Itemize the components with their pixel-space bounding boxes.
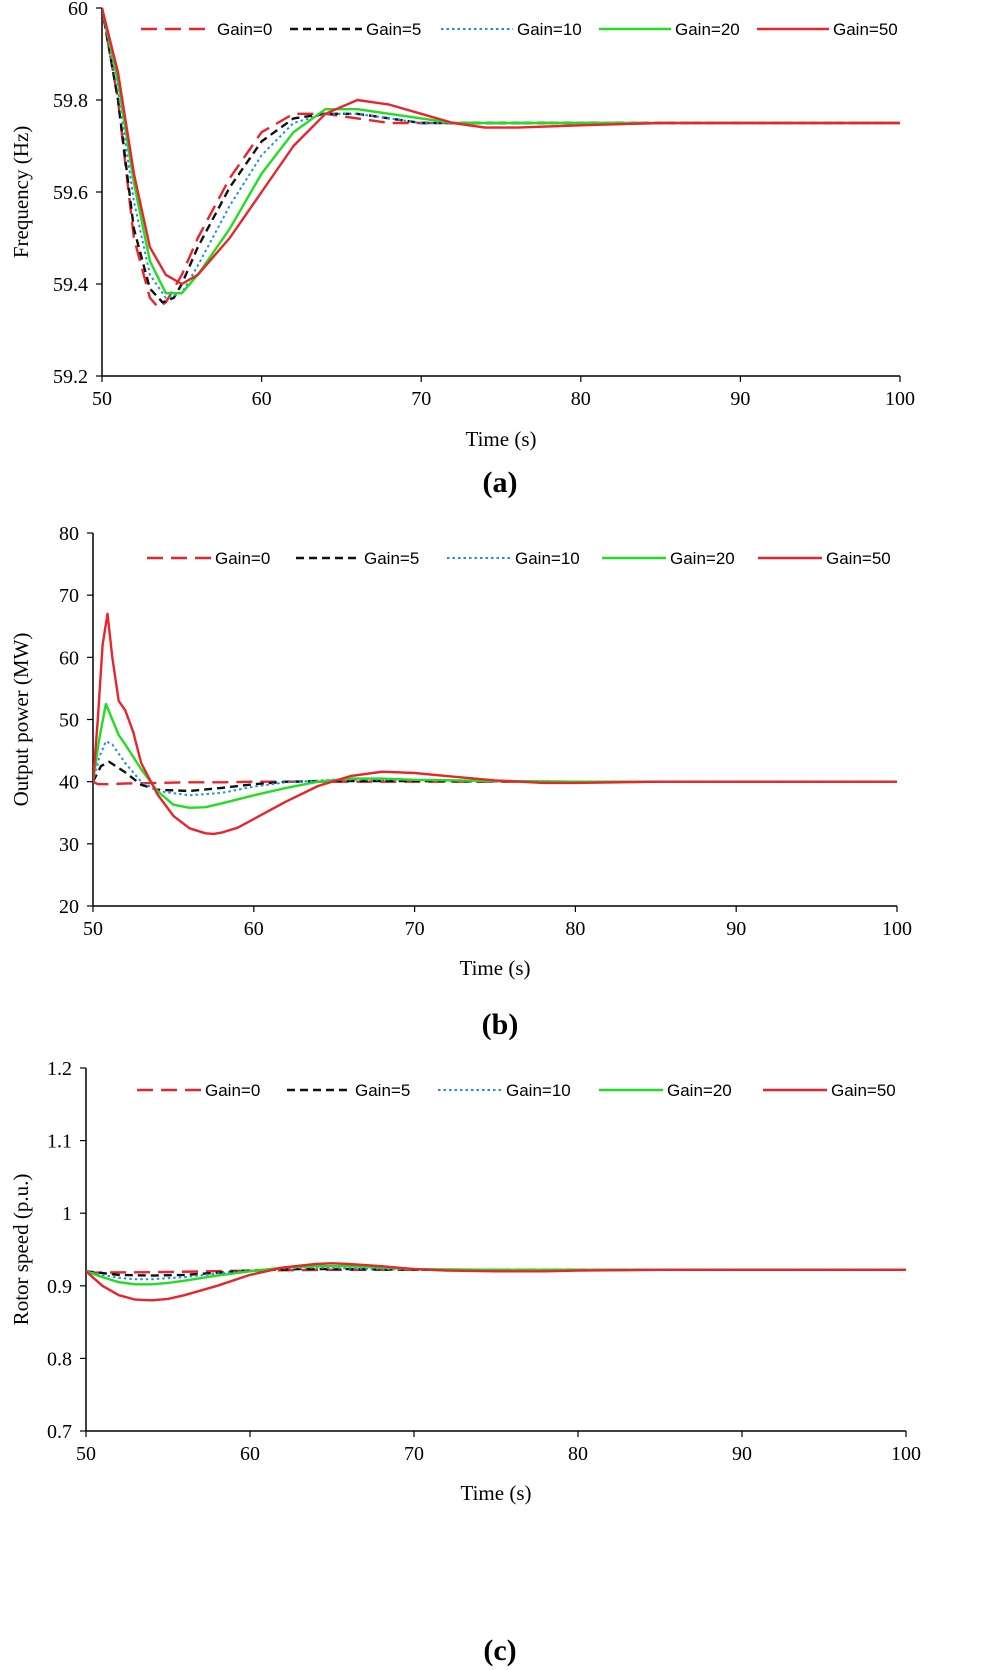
legend-label: Gain=0 (217, 20, 272, 39)
y-tick-label: 0.9 (47, 1276, 72, 1298)
y-tick-label: 30 (59, 834, 79, 856)
x-axis-title: Time (s) (460, 956, 531, 980)
y-tick-label: 59.6 (53, 182, 88, 204)
y-tick-label: 59.8 (53, 90, 88, 112)
x-tick-label: 50 (76, 1443, 96, 1465)
y-tick-label: 60 (68, 0, 88, 20)
series-line-gain-20 (93, 702, 897, 809)
x-tick-label: 100 (882, 918, 912, 940)
legend-label: Gain=10 (506, 1081, 571, 1100)
legend-label: Gain=10 (517, 20, 582, 39)
legend-label: Gain=5 (366, 20, 421, 39)
x-tick-label: 60 (240, 1443, 260, 1465)
y-axis-title: Frequency (Hz) (9, 126, 33, 258)
chart-panel-2: 50 60 70 80 90 100 20 30 40 50 60 70 80 Time (s) Outpu… (9, 523, 912, 1041)
x-tick-label: 50 (92, 388, 112, 410)
legend-label: Gain=20 (670, 549, 735, 568)
legend-label: Gain=5 (364, 549, 419, 568)
y-tick-label: 0.8 (47, 1348, 72, 1370)
x-tick-label: 60 (252, 388, 272, 410)
y-tick-label: 40 (59, 772, 79, 794)
x-tick-label: 70 (404, 1443, 424, 1465)
y-tick-label: 20 (59, 896, 79, 918)
panel-caption: (a) (483, 466, 518, 499)
y-tick-label: 1.1 (47, 1131, 72, 1153)
y-tick-label: 80 (59, 523, 79, 545)
x-tick-label: 60 (244, 918, 264, 940)
series-line-gain-20 (86, 1264, 906, 1286)
chart-panel-1: 50 60 70 80 90 100 59.2 59.4 59.6 59.8 60 Time (s) F… (9, 0, 915, 499)
legend-label: Gain=20 (675, 20, 740, 39)
series-line-gain-50 (93, 612, 897, 836)
y-tick-label: 50 (59, 710, 79, 732)
series-line-gain-50 (102, 7, 900, 286)
x-tick-label: 90 (732, 1443, 752, 1465)
panel-caption: (b) (482, 1008, 519, 1041)
x-tick-label: 80 (565, 918, 585, 940)
x-tick-label: 50 (83, 918, 103, 940)
legend-label: Gain=0 (205, 1081, 260, 1100)
legend-label: Gain=50 (833, 20, 898, 39)
x-axis-title: Time (s) (461, 1481, 532, 1505)
legend-label: Gain=20 (667, 1081, 732, 1100)
x-axis-title: Time (s) (466, 427, 537, 451)
series-line-gain-20 (102, 7, 900, 295)
series-line-gain-5 (102, 7, 900, 304)
panel-caption: (c) (483, 1634, 516, 1667)
y-axis-title: Output power (MW) (9, 633, 33, 807)
legend-label: Gain=0 (215, 549, 270, 568)
x-tick-label: 70 (405, 918, 425, 940)
x-tick-label: 100 (885, 388, 915, 410)
x-tick-label: 100 (891, 1443, 921, 1465)
y-tick-label: 59.2 (53, 366, 88, 388)
x-tick-label: 70 (411, 388, 431, 410)
series-line-gain-10 (93, 740, 897, 797)
x-tick-label: 80 (571, 388, 591, 410)
legend-label: Gain=50 (831, 1081, 896, 1100)
y-tick-label: 1 (62, 1203, 72, 1225)
chart-panel-3: 50 60 70 80 90 100 0.7 0.8 0.9 1 1.1 1.2 Time (s) Rot… (9, 1058, 921, 1667)
legend-label: Gain=50 (826, 549, 891, 568)
y-tick-label: 1.2 (47, 1058, 72, 1080)
x-tick-label: 90 (730, 388, 750, 410)
x-tick-label: 90 (726, 918, 746, 940)
x-tick-label: 80 (568, 1443, 588, 1465)
y-tick-label: 60 (59, 647, 79, 669)
y-tick-label: 70 (59, 585, 79, 607)
y-tick-label: 0.7 (47, 1421, 72, 1443)
y-tick-label: 59.4 (53, 274, 88, 296)
series-line-gain-0 (102, 7, 900, 309)
legend-label: Gain=5 (355, 1081, 410, 1100)
legend-label: Gain=10 (515, 549, 580, 568)
series-line-gain-10 (102, 7, 900, 299)
series-line-gain-50 (86, 1262, 906, 1302)
y-axis-title: Rotor speed (p.u.) (9, 1174, 33, 1326)
series-line-gain-5 (93, 760, 897, 793)
